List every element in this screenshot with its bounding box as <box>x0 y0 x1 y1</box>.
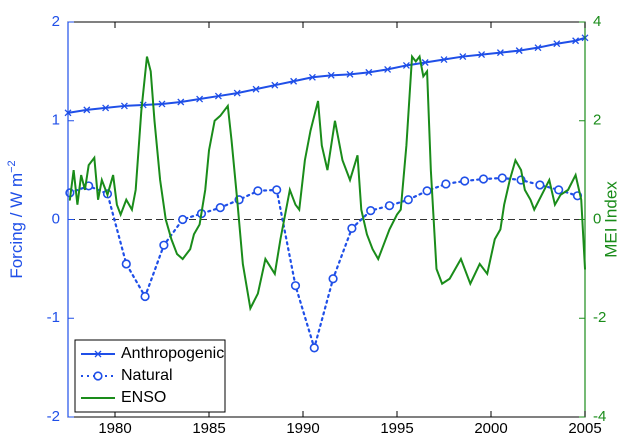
y-tick-label: 2 <box>52 13 60 30</box>
point-marker <box>83 106 91 114</box>
y-tick-label: 0 <box>52 210 60 227</box>
point-marker <box>402 61 410 69</box>
x-tick-label: 1990 <box>286 420 319 437</box>
point-marker <box>290 77 298 85</box>
point-marker <box>196 95 204 103</box>
point-marker <box>440 56 448 63</box>
point-marker <box>384 201 395 211</box>
x-tick-label: 1985 <box>192 420 225 437</box>
point-marker <box>422 186 432 196</box>
y2-tick-label: -4 <box>593 408 606 425</box>
point-marker <box>308 73 316 81</box>
y2-tick-label: 4 <box>593 13 601 30</box>
series-line <box>68 176 579 352</box>
point-marker <box>140 291 150 302</box>
y-axis-label: Forcing / W m−2 <box>6 160 27 278</box>
legend-marker <box>94 350 102 358</box>
point-marker <box>515 47 523 55</box>
point-marker <box>346 70 354 78</box>
point-marker <box>478 174 489 184</box>
legend-marker <box>93 371 103 381</box>
point-marker <box>403 195 413 205</box>
point-marker <box>272 185 282 195</box>
point-marker <box>253 186 263 196</box>
point-marker <box>554 185 564 195</box>
y-axis-label-text: Forcing / W m <box>7 173 26 279</box>
x-tick-label: 2000 <box>474 420 507 437</box>
point-marker <box>384 65 392 73</box>
point-marker <box>252 85 260 93</box>
point-marker <box>535 180 545 190</box>
point-marker <box>159 240 169 250</box>
point-marker <box>215 203 225 213</box>
point-marker <box>327 71 335 79</box>
point-marker <box>121 259 131 269</box>
series-line <box>68 53 586 312</box>
point-marker <box>497 173 507 183</box>
point-marker <box>460 176 470 186</box>
point-marker <box>365 68 373 76</box>
point-marker <box>120 102 128 110</box>
legend-label: Natural <box>121 367 173 384</box>
point-marker <box>233 89 241 97</box>
point-marker <box>102 104 110 112</box>
point-marker <box>459 53 467 61</box>
point-marker <box>309 343 319 353</box>
legend-label: Anthropogenic <box>121 345 224 362</box>
point-marker <box>421 59 429 66</box>
point-marker <box>534 44 542 52</box>
point-marker <box>553 40 561 48</box>
point-marker <box>271 81 279 89</box>
y-tick-label: 1 <box>52 112 60 129</box>
legend-label: ENSO <box>121 389 166 406</box>
x-tick-label: 2005 <box>568 420 601 437</box>
point-marker <box>496 49 504 57</box>
y2-tick-label: -2 <box>593 309 606 326</box>
point-marker <box>158 100 166 108</box>
point-marker <box>290 281 301 291</box>
point-marker <box>214 92 222 100</box>
point-marker <box>177 98 185 106</box>
y-tick-label: -1 <box>47 309 60 326</box>
point-marker <box>441 179 451 189</box>
point-marker <box>178 214 188 225</box>
point-marker <box>478 51 486 59</box>
y2-axis-label: MEI Index <box>601 181 620 258</box>
point-marker <box>366 206 376 216</box>
y-tick-label: -2 <box>47 408 60 425</box>
point-marker <box>347 223 357 233</box>
y2-tick-label: 0 <box>593 210 601 227</box>
x-tick-label: 1995 <box>380 420 413 437</box>
x-tick-label: 1980 <box>98 420 131 437</box>
y2-tick-label: 2 <box>593 112 601 129</box>
point-marker <box>328 274 338 284</box>
y-axis-label-superscript: −2 <box>6 160 18 173</box>
point-marker <box>572 37 580 45</box>
